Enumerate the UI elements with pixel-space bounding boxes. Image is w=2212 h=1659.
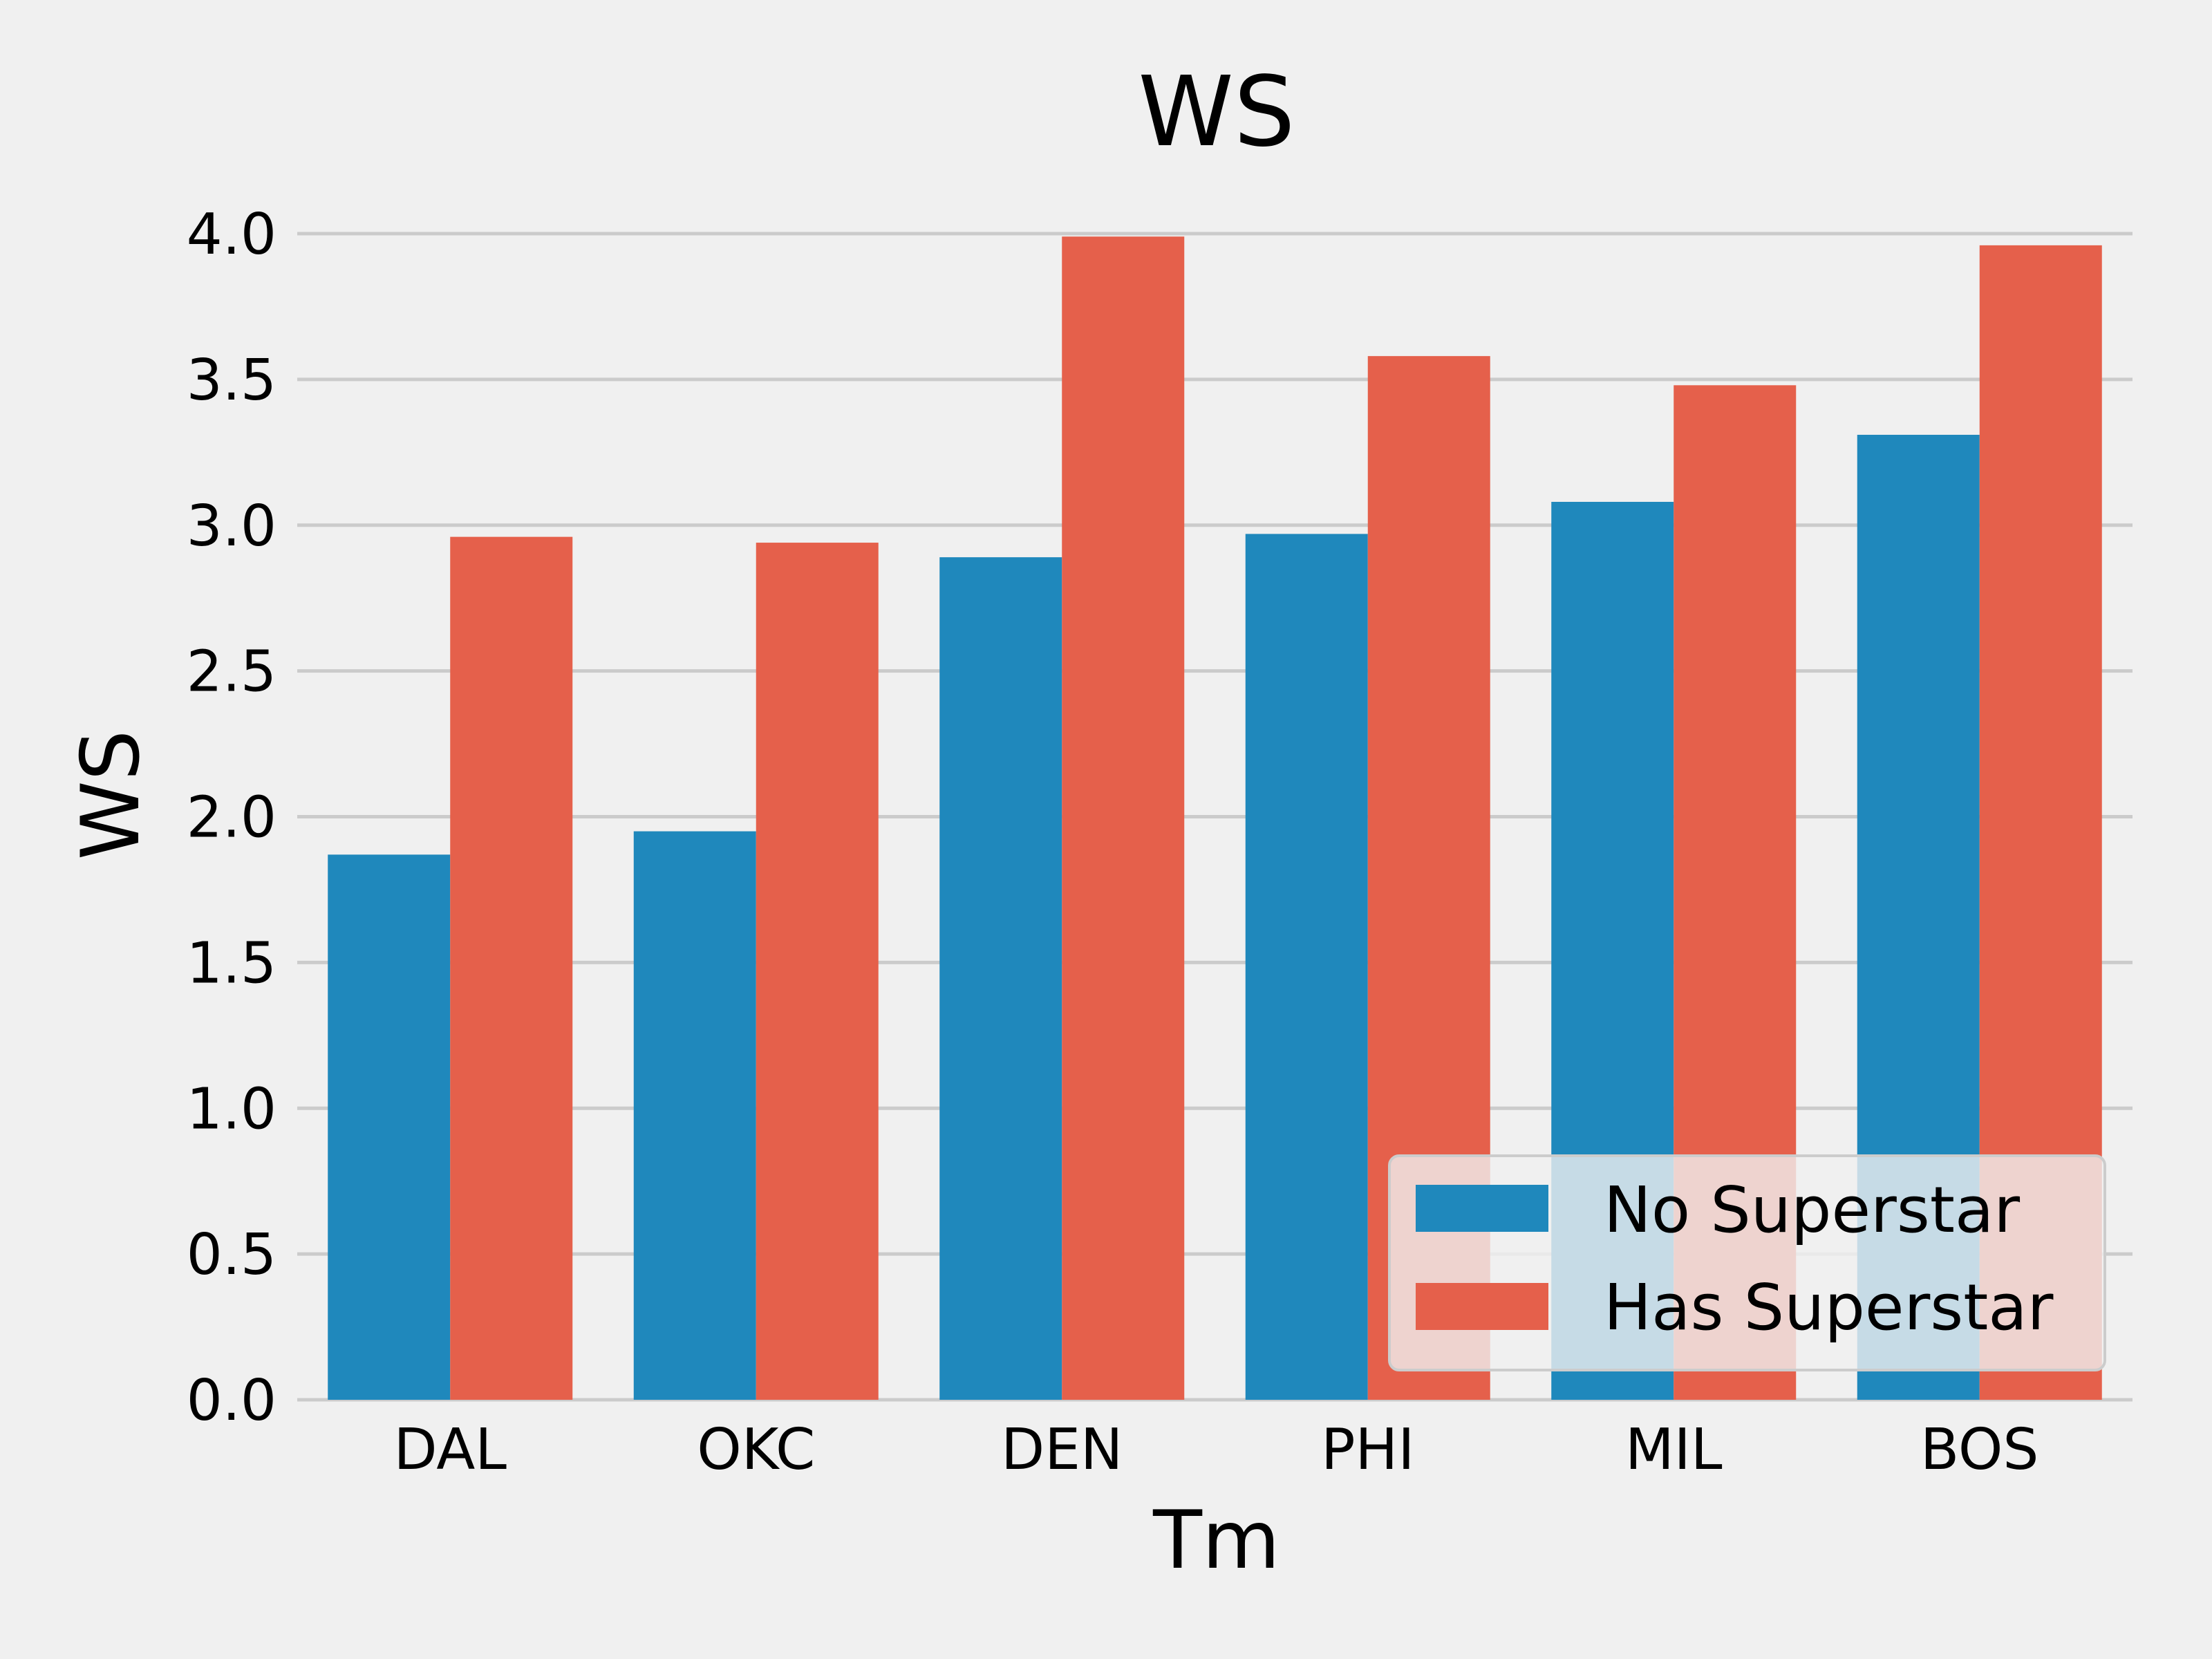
x-tick-label-okc: OKC xyxy=(697,1417,815,1483)
y-tick-label: 0.5 xyxy=(187,1222,276,1288)
legend-box xyxy=(1388,1154,2106,1371)
x-tick-label-bos: BOS xyxy=(1920,1417,2038,1483)
x-tick-label-mil: MIL xyxy=(1625,1417,1723,1483)
legend: No Superstar Has Superstar xyxy=(1388,1154,2106,1371)
x-tick-label-dal: DAL xyxy=(394,1417,507,1483)
y-tick-labels: 0.0 0.5 1.0 1.5 2.0 2.5 3.0 3.5 4.0 xyxy=(187,202,276,1434)
legend-label-no-superstar: No Superstar xyxy=(1604,1173,2020,1247)
bar-okc-has-superstar xyxy=(756,543,879,1400)
bar-dal-no-superstar xyxy=(328,854,451,1400)
x-tick-label-den: DEN xyxy=(1001,1417,1123,1483)
x-tick-label-phi: PHI xyxy=(1321,1417,1414,1483)
y-tick-label: 0.0 xyxy=(187,1368,276,1434)
legend-swatch-has-superstar xyxy=(1416,1283,1548,1330)
y-tick-label: 2.0 xyxy=(187,785,276,851)
legend-label-has-superstar: Has Superstar xyxy=(1604,1271,2054,1344)
gridlines xyxy=(297,232,2133,1402)
bar-den-no-superstar xyxy=(939,557,1062,1400)
y-axis-title: WS xyxy=(64,730,158,860)
y-tick-label: 1.5 xyxy=(187,930,276,996)
y-tick-label: 3.5 xyxy=(187,348,276,413)
bar-dal-has-superstar xyxy=(450,536,573,1400)
y-tick-label: 1.0 xyxy=(187,1076,276,1142)
bar-den-has-superstar xyxy=(1062,236,1185,1400)
x-tick-labels: DAL OKC DEN PHI MIL BOS xyxy=(394,1417,2039,1483)
legend-swatch-no-superstar xyxy=(1416,1185,1548,1232)
y-tick-label: 4.0 xyxy=(187,202,276,268)
x-axis-title: Tm xyxy=(1152,1494,1280,1587)
bar-okc-no-superstar xyxy=(633,831,756,1400)
bar-phi-no-superstar xyxy=(1245,534,1368,1400)
y-tick-label: 3.0 xyxy=(187,494,276,559)
chart-title: WS xyxy=(1138,56,1295,169)
y-tick-label: 2.5 xyxy=(187,639,276,705)
